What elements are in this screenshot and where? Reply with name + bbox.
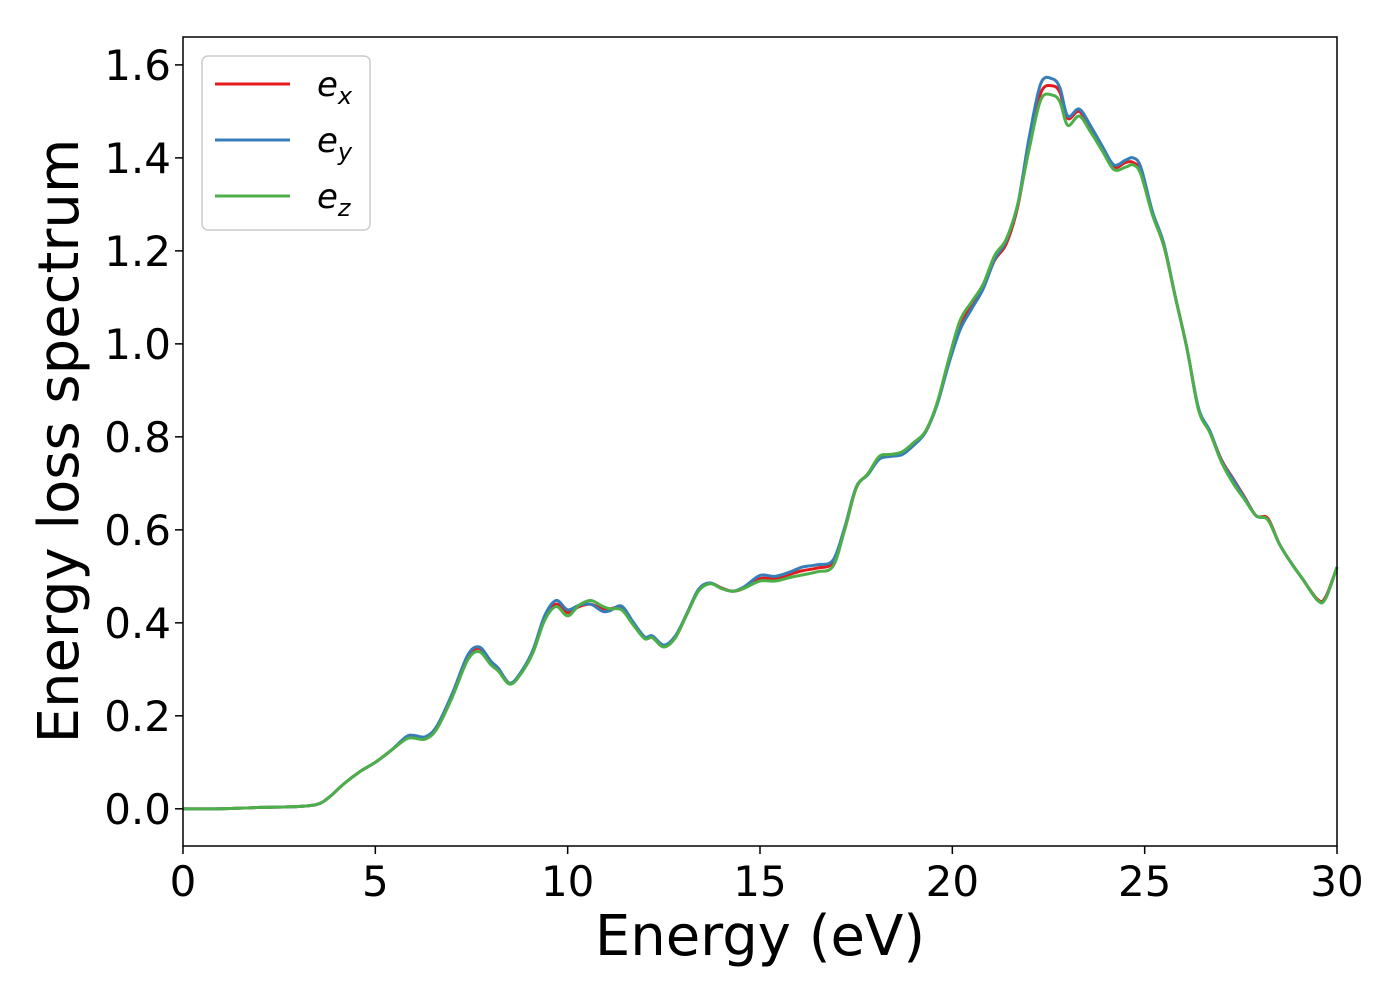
x-axis-title: Energy (eV) <box>595 904 925 969</box>
x-tick-label: 20 <box>926 857 979 906</box>
y-tick-label: 1.4 <box>104 134 171 183</box>
y-tick-label: 0.6 <box>104 506 171 555</box>
y-tick-label: 0.0 <box>104 785 171 834</box>
y-tick-label: 0.2 <box>104 692 171 741</box>
y-tick-label: 0.8 <box>104 413 171 462</box>
x-tick-label: 10 <box>541 857 594 906</box>
series-line-ez <box>182 92 1339 811</box>
y-tick-label: 1.0 <box>104 320 171 369</box>
series-lines <box>182 75 1339 811</box>
y-tick-label: 0.4 <box>104 599 171 648</box>
y-axis-title: Energy loss spectrum <box>27 139 92 744</box>
x-tick-label: 25 <box>1118 857 1171 906</box>
x-tick-label: 15 <box>733 857 786 906</box>
x-tick-label: 5 <box>362 857 389 906</box>
y-axis: 0.0 0.2 0.4 0.6 0.8 1.0 1.2 1.4 1.6 <box>104 41 183 834</box>
x-tick-label: 30 <box>1310 857 1363 906</box>
y-tick-label: 1.2 <box>104 227 171 276</box>
x-axis: 0 5 10 15 20 25 30 <box>170 846 1364 906</box>
legend-box <box>201 55 371 231</box>
y-tick-label: 1.6 <box>104 41 171 90</box>
x-tick-label: 0 <box>170 857 197 906</box>
